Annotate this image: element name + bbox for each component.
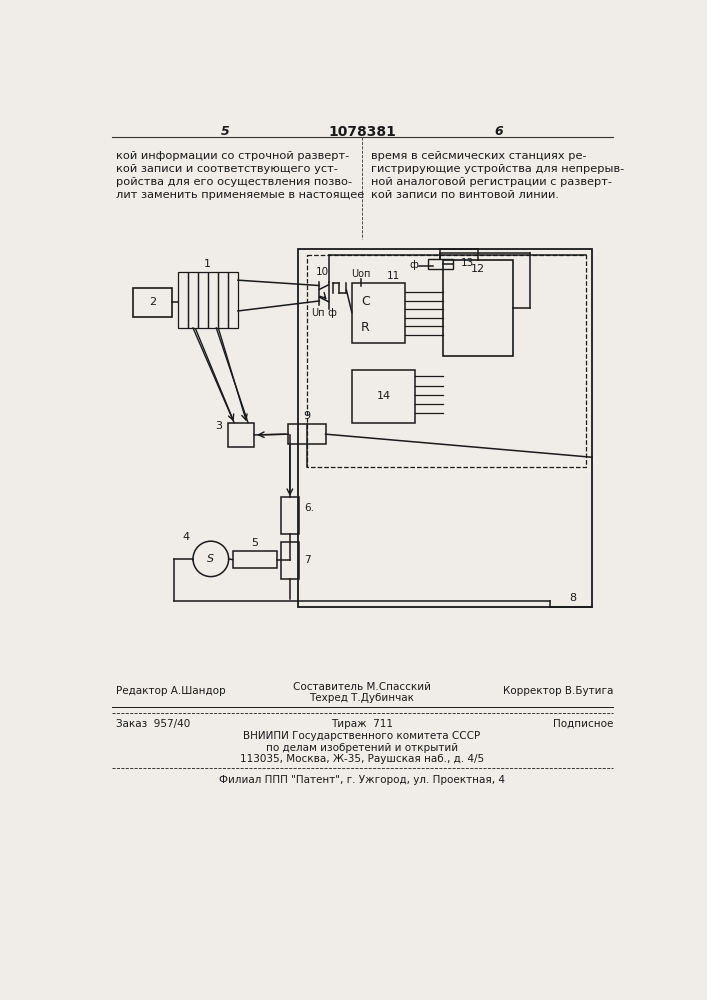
Text: Редактор А.Шандор: Редактор А.Шандор bbox=[115, 686, 225, 696]
Text: кой записи по винтовой линии.: кой записи по винтовой линии. bbox=[371, 190, 559, 200]
Bar bbox=[307, 255, 586, 466]
Bar bbox=[228, 272, 238, 328]
Text: 6: 6 bbox=[495, 125, 503, 138]
Text: 113035, Москва, Ж-35, Раушская наб., д. 4/5: 113035, Москва, Ж-35, Раушская наб., д. … bbox=[240, 754, 484, 764]
Text: 2: 2 bbox=[149, 297, 156, 307]
Text: 11: 11 bbox=[387, 271, 400, 281]
Text: 8: 8 bbox=[570, 593, 577, 603]
Bar bbox=[187, 272, 198, 328]
Text: Uп: Uп bbox=[311, 308, 325, 318]
Bar bbox=[208, 272, 218, 328]
Bar bbox=[443, 260, 513, 356]
Bar bbox=[228, 423, 255, 447]
Text: C: C bbox=[361, 295, 370, 308]
Text: по делам изобретений и открытий: по делам изобретений и открытий bbox=[266, 743, 458, 753]
Bar bbox=[177, 272, 187, 328]
Text: Uоп: Uоп bbox=[351, 269, 371, 279]
Bar bbox=[352, 370, 416, 423]
Text: ной аналоговой регистрации с разверт-: ной аналоговой регистрации с разверт- bbox=[371, 177, 612, 187]
Text: кой информации со строчной разверт-: кой информации со строчной разверт- bbox=[115, 151, 349, 161]
Bar bbox=[134, 288, 172, 317]
Text: 5: 5 bbox=[221, 125, 229, 138]
Text: 9: 9 bbox=[303, 411, 310, 421]
Text: Тираж  711: Тираж 711 bbox=[331, 719, 393, 729]
Bar bbox=[218, 272, 228, 328]
Text: Заказ  957/40: Заказ 957/40 bbox=[115, 719, 189, 729]
Text: 7: 7 bbox=[304, 555, 310, 565]
Text: Подписное: Подписное bbox=[553, 719, 613, 729]
Bar bbox=[428, 259, 452, 269]
Bar bbox=[281, 497, 299, 534]
Bar bbox=[352, 283, 404, 343]
Text: 5: 5 bbox=[252, 538, 259, 548]
Text: R: R bbox=[361, 321, 370, 334]
Text: 14: 14 bbox=[377, 391, 391, 401]
Text: 12: 12 bbox=[471, 264, 485, 274]
Text: ф: ф bbox=[409, 260, 419, 270]
Text: 6.: 6. bbox=[304, 503, 314, 513]
Bar bbox=[198, 272, 208, 328]
Text: 4: 4 bbox=[182, 532, 189, 542]
Text: Техред Т.Дубинчак: Техред Т.Дубинчак bbox=[310, 693, 414, 703]
Bar bbox=[288, 424, 325, 444]
Bar bbox=[281, 542, 299, 579]
Text: кой записи и соответствующего уст-: кой записи и соответствующего уст- bbox=[115, 164, 337, 174]
Text: Составитель М.Спасский: Составитель М.Спасский bbox=[293, 682, 431, 692]
Text: ф: ф bbox=[327, 308, 337, 318]
Text: 3: 3 bbox=[215, 421, 222, 431]
Text: ВНИИПИ Государственного комитета СССР: ВНИИПИ Государственного комитета СССР bbox=[243, 731, 481, 741]
Text: 1: 1 bbox=[204, 259, 211, 269]
Text: гистрирующие устройства для непрерыв-: гистрирующие устройства для непрерыв- bbox=[371, 164, 624, 174]
Text: 1078381: 1078381 bbox=[328, 125, 396, 139]
Text: 13: 13 bbox=[460, 258, 474, 268]
Text: ройства для его осуществления позво-: ройства для его осуществления позво- bbox=[115, 177, 351, 187]
Text: Филиал ППП "Патент", г. Ужгород, ул. Проектная, 4: Филиал ППП "Патент", г. Ужгород, ул. Про… bbox=[219, 775, 505, 785]
Text: лит заменить применяемые в настоящее: лит заменить применяемые в настоящее bbox=[115, 190, 363, 200]
Bar bbox=[298, 249, 592, 607]
Bar bbox=[233, 551, 277, 568]
Text: время в сейсмических станциях ре-: время в сейсмических станциях ре- bbox=[371, 151, 587, 161]
Text: S: S bbox=[207, 554, 214, 564]
Text: Корректор В.Бутига: Корректор В.Бутига bbox=[503, 686, 613, 696]
Text: 10: 10 bbox=[316, 267, 329, 277]
